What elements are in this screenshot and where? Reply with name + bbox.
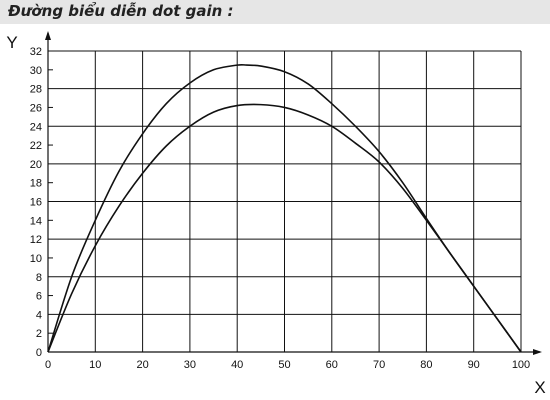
y-tick-label: 4 — [36, 309, 42, 321]
x-tick-label: 50 — [278, 359, 290, 371]
y-tick-label: 22 — [30, 140, 42, 152]
y-tick-label: 8 — [36, 272, 42, 284]
x-tick-label: 30 — [184, 359, 196, 371]
x-tick-label: 100 — [512, 359, 530, 371]
y-tick-label: 30 — [30, 65, 42, 77]
title-bar: Đường biểu diễn dot gain : — [0, 0, 550, 24]
x-axis-arrow — [533, 349, 542, 355]
y-tick-label: 12 — [30, 234, 42, 246]
y-tick-label: 16 — [30, 197, 42, 209]
x-tick-label: 10 — [89, 359, 101, 371]
x-tick-label: 60 — [326, 359, 338, 371]
y-tick-label: 20 — [30, 159, 42, 171]
axes — [45, 31, 542, 355]
series-lines — [47, 63, 522, 353]
y-tick-label: 2 — [36, 328, 42, 340]
y-tick-label: 10 — [30, 253, 42, 265]
chart-title: Đường biểu diễn dot gain : — [8, 2, 234, 20]
y-tick-label: 24 — [30, 121, 42, 133]
x-tick-label: 90 — [468, 359, 480, 371]
x-tick-label: 80 — [420, 359, 432, 371]
grid — [48, 50, 522, 352]
x-axis-label: X — [534, 378, 545, 397]
series-line-2 — [47, 103, 522, 353]
y-tick-label: 26 — [30, 102, 42, 114]
y-axis-label: Y — [6, 33, 17, 52]
y-tick-label: 28 — [30, 84, 42, 96]
y-tick-label: 32 — [30, 46, 42, 58]
y-tick-label: 6 — [36, 291, 42, 303]
x-tick-label: 0 — [45, 359, 51, 371]
y-tick-label: 18 — [30, 178, 42, 190]
y-axis-arrow — [45, 31, 51, 40]
x-tick-label: 40 — [231, 359, 243, 371]
x-tick-label: 20 — [136, 359, 148, 371]
y-tick-label: 14 — [30, 215, 42, 227]
x-tick-label: 70 — [373, 359, 385, 371]
tick-labels: 0 10 20 30 40 50 60 70 80 90 100024681012141618202… — [6, 33, 545, 397]
y-tick-label: 0 — [36, 347, 42, 359]
